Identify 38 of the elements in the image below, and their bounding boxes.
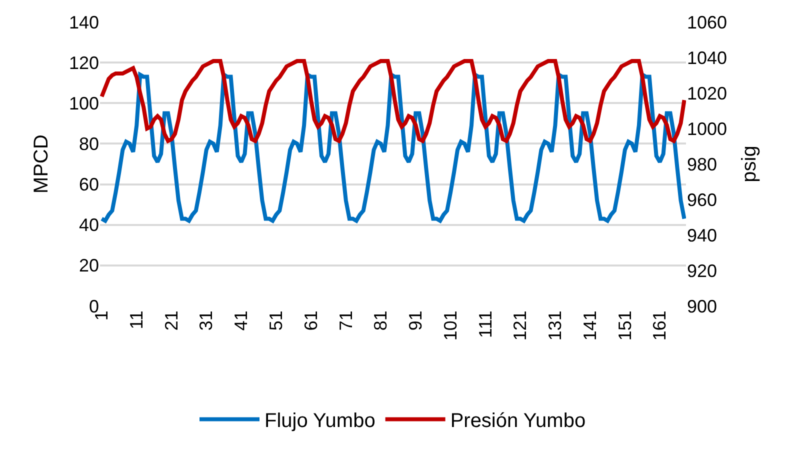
- y2-tick-label: 1000: [687, 118, 728, 139]
- x-tick-label: 61: [300, 310, 321, 331]
- x-tick-label: 91: [406, 310, 426, 331]
- x-tick-label: 81: [370, 310, 391, 331]
- y-tick-label: 40: [78, 215, 99, 236]
- y-tick-label: 100: [68, 93, 99, 114]
- x-tick-label: 101: [440, 310, 460, 341]
- y-axis-title: MPCD: [30, 134, 52, 194]
- y-tick-label: 60: [78, 174, 99, 195]
- line-series: [100, 59, 686, 143]
- y-tick-label: 80: [78, 134, 99, 154]
- y2-tick-label: 1060: [687, 12, 728, 32]
- line-series: [100, 72, 686, 223]
- x-tick-label: 71: [336, 310, 356, 331]
- x-tick-label: 41: [231, 310, 252, 331]
- y2-tick-label: 900: [687, 296, 718, 316]
- legend-label: Presión Yumbo: [450, 410, 586, 432]
- y2-tick-label: 960: [687, 190, 718, 210]
- x-tick-label: 31: [196, 310, 216, 331]
- x-tick-label: 151: [614, 310, 635, 341]
- y2-tick-label: 1040: [687, 48, 728, 68]
- y-tick-label: 140: [68, 12, 99, 32]
- x-tick-label: 121: [510, 310, 530, 341]
- x-tick-label: 161: [650, 310, 670, 341]
- x-tick-label: 141: [580, 310, 600, 341]
- y2-tick-label: 980: [687, 154, 718, 174]
- x-tick-label: 131: [545, 310, 566, 341]
- y2-tick-label: 920: [687, 260, 718, 281]
- x-tick-label: 51: [266, 310, 286, 331]
- legend-label: Flujo Yumbo: [264, 410, 376, 432]
- x-tick-label: 21: [161, 310, 182, 331]
- y2-tick-label: 1020: [687, 83, 728, 104]
- x-tick-label: 111: [475, 310, 496, 338]
- y-tick-label: 120: [68, 52, 99, 73]
- y2-tick-label: 940: [687, 225, 718, 246]
- x-tick-label: 11: [126, 310, 146, 330]
- y-tick-label: 20: [78, 256, 99, 276]
- y2-axis-title: psig: [738, 146, 761, 182]
